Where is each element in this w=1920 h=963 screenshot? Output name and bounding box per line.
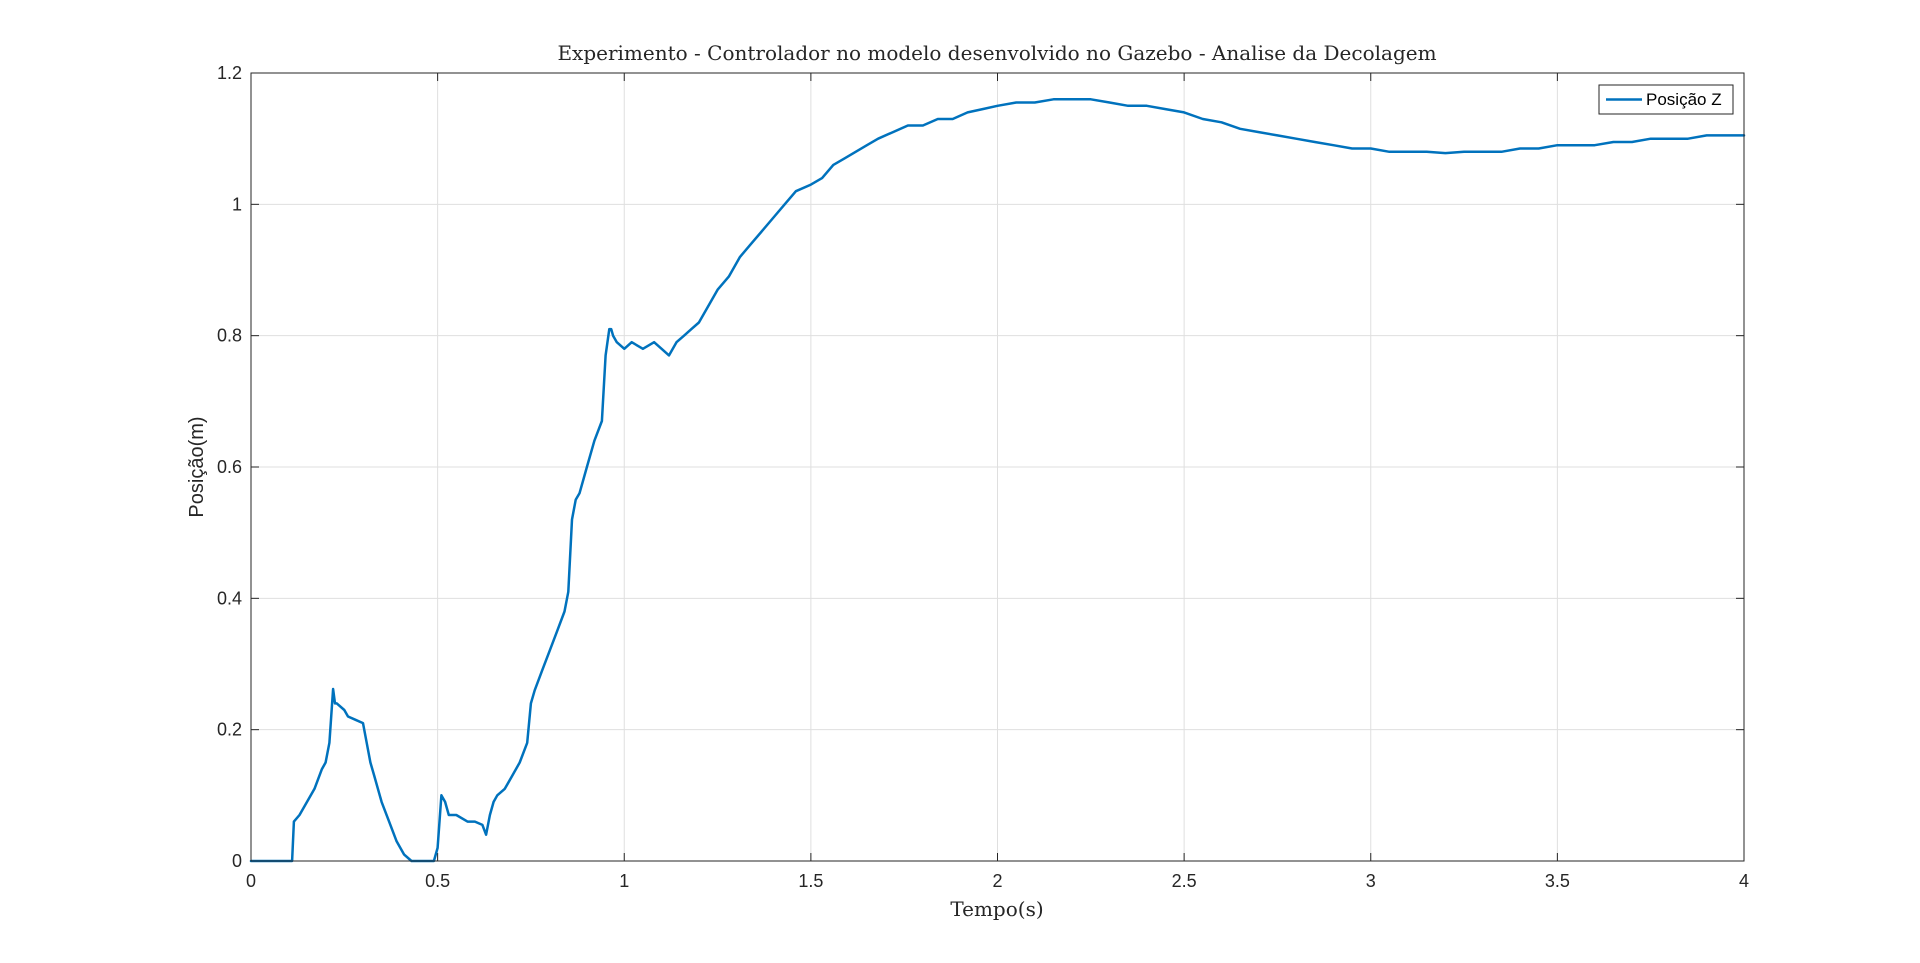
y-tick-label: 1 <box>232 194 242 214</box>
x-tick-label: 4 <box>1739 871 1749 891</box>
y-tick-label: 0.8 <box>217 326 242 346</box>
x-tick-label: 2.5 <box>1172 871 1197 891</box>
x-tick-label: 0 <box>246 871 256 891</box>
x-tick-label: 0.5 <box>425 871 450 891</box>
x-tick-label: 1 <box>619 871 629 891</box>
x-axis-label: Tempo(s) <box>950 897 1043 921</box>
plot-frame <box>250 72 1745 862</box>
x-tick-label: 3.5 <box>1545 871 1570 891</box>
y-axis-label: Posição(m) <box>186 416 208 517</box>
x-tick-label: 1.5 <box>798 871 823 891</box>
series-layer <box>249 98 1746 863</box>
legend[interactable]: Posição Z <box>1598 84 1734 115</box>
x-tick-label: 2 <box>992 871 1002 891</box>
x-tick-labels: 0 0.5 1 1.5 2 2.5 3 3.5 4 <box>246 871 1749 891</box>
y-tick-label: 0.4 <box>217 588 242 608</box>
y-tick-label: 1.2 <box>217 63 242 83</box>
legend-label-posicao-z: Posição Z <box>1646 90 1722 109</box>
y-tick-label: 0 <box>232 851 242 871</box>
y-tick-labels: 0 0.2 0.4 0.6 0.8 1 1.2 <box>217 63 242 871</box>
series-line-posicao-z <box>249 98 1746 863</box>
x-tick-label: 3 <box>1366 871 1376 891</box>
chart-title: Experimento - Controlador no modelo dese… <box>557 41 1436 65</box>
y-tick-label: 0.6 <box>217 457 242 477</box>
y-tick-label: 0.2 <box>217 720 242 740</box>
